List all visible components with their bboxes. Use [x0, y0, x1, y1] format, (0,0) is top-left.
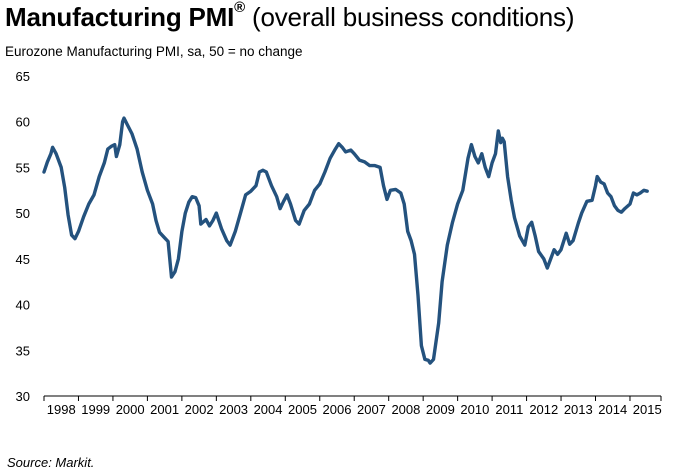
x-tick-label: 2007 — [357, 402, 386, 417]
x-tick-label: 2004 — [254, 402, 283, 417]
registered-mark: ® — [234, 0, 246, 17]
x-tick-label: 2002 — [185, 402, 214, 417]
y-tick-label: 35 — [16, 343, 30, 358]
chart-subtitle: Eurozone Manufacturing PMI, sa, 50 = no … — [5, 44, 303, 59]
x-tick-label: 2006 — [323, 402, 352, 417]
x-tick-label: 2012 — [529, 402, 558, 417]
x-tick-label: 2014 — [598, 402, 627, 417]
y-tick-label: 30 — [16, 389, 30, 404]
chart-title: Manufacturing PMI® (overall business con… — [5, 0, 575, 33]
chart-title-rest: (overall business conditions) — [245, 2, 575, 32]
x-axis: 1998 1999 2000 2001 2002 2003 2004 2005 2006 2007… — [43, 395, 662, 417]
x-tick-label: 2009 — [426, 402, 455, 417]
series-layer — [42, 116, 649, 365]
y-axis-ticks: 30 35 40 45 50 55 60 65 — [16, 69, 30, 404]
x-tick-label: 1998 — [47, 402, 76, 417]
x-tick-label: 2013 — [564, 402, 593, 417]
source-note: Source: Markit. — [7, 455, 95, 470]
x-tick-label: 2000 — [116, 402, 145, 417]
x-tick-label: 2010 — [460, 402, 489, 417]
x-tick-label: 2003 — [219, 402, 248, 417]
y-tick-label: 55 — [16, 160, 30, 175]
y-tick-label: 40 — [16, 298, 30, 313]
chart-title-bold: Manufacturing PMI — [5, 2, 235, 32]
x-tick-label: 2005 — [288, 402, 317, 417]
y-tick-label: 45 — [16, 252, 30, 267]
y-tick-label: 50 — [16, 206, 30, 221]
x-tick-label: 2011 — [495, 402, 523, 417]
pmi-series-line — [42, 116, 649, 365]
y-tick-label: 65 — [16, 69, 30, 84]
x-tick-label: 2015 — [633, 402, 662, 417]
x-tick-label: 1999 — [81, 402, 110, 417]
x-tick-label: 2008 — [391, 402, 420, 417]
y-tick-label: 60 — [16, 115, 30, 130]
x-tick-label: 2001 — [150, 402, 179, 417]
